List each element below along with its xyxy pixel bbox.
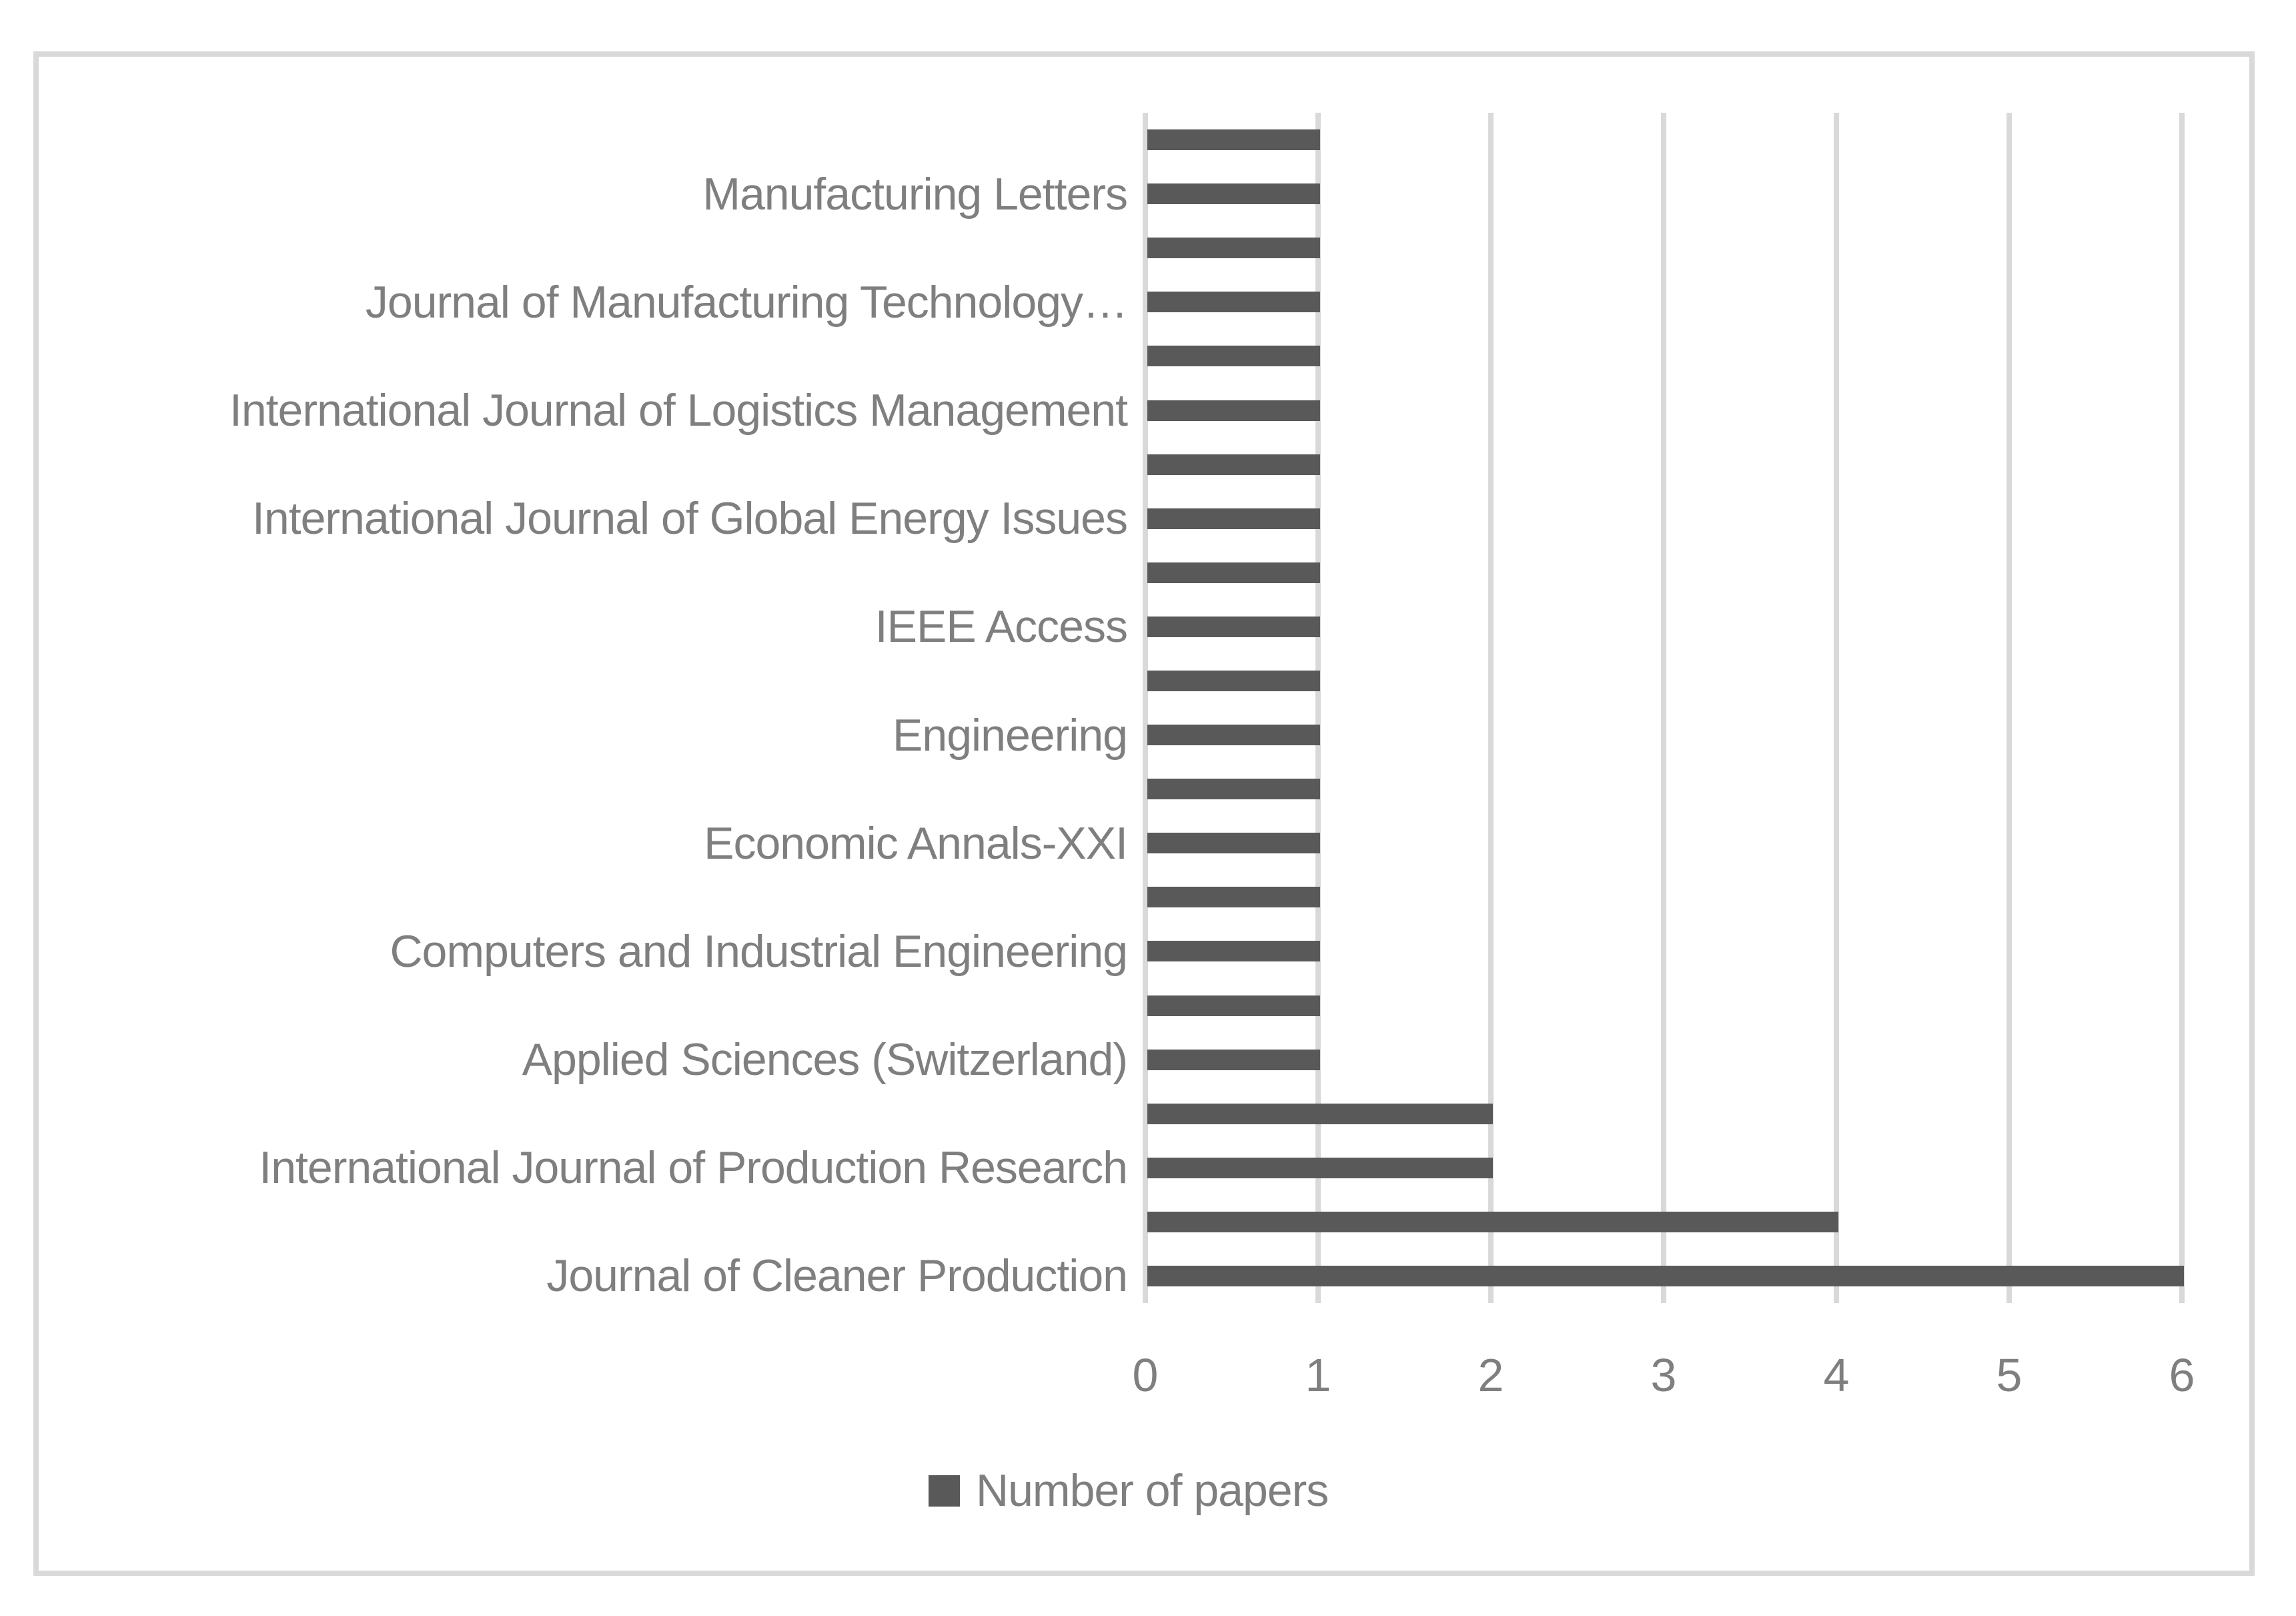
bar-international-journal-of-logistics-management [1147,400,1320,421]
bar-journal-of-manufacturing-technology [1147,292,1320,312]
chart-area-border [33,51,2255,1576]
bar-international-journal-of-production-research [1147,1158,1493,1178]
gridline-4 [1834,113,1839,1303]
category-label: Manufacturing Letters [702,169,1128,220]
category-label: Economic Annals-XXI [704,818,1128,869]
value-axis-tick-label: 1 [1305,1349,1331,1401]
bar-journal-of-cleaner-production [1147,1266,2184,1286]
bar-row-15 [1147,887,1320,907]
bar-applied-sciences-switzerland [1147,1050,1320,1070]
category-label: Engineering [893,710,1128,761]
value-axis-tick-label: 3 [1650,1349,1677,1401]
gridline-6 [2179,113,2185,1303]
bar-row-11 [1147,671,1320,691]
bar-row-9 [1147,562,1320,583]
legend-marker-icon [929,1475,960,1507]
value-axis-tick-label: 0 [1132,1349,1159,1401]
bar-international-journal-of-global-energy-issues [1147,508,1320,529]
bar-ieee-access [1147,617,1320,637]
category-label: Journal of Cleaner Production [546,1250,1128,1301]
bar-row-13 [1147,779,1320,799]
bar-row-7 [1147,454,1320,475]
gridline-0 [1143,113,1148,1303]
bar-row-19 [1147,1104,1493,1124]
bar-computers-and-industrial-engineering [1147,941,1320,961]
bar-row-5 [1147,346,1320,366]
value-axis-tick-label: 6 [2169,1349,2195,1401]
category-label: International Journal of Global Energy I… [251,493,1128,544]
bar-economic-annals-xxi [1147,833,1320,853]
legend: Number of papers [929,1464,1329,1517]
legend-label: Number of papers [976,1465,1329,1516]
category-label: Journal of Manufacturing Technology… [365,277,1128,328]
bar-row-17 [1147,995,1320,1016]
category-label: International Journal of Logistics Manag… [229,385,1128,436]
category-label: Computers and Industrial Engineering [390,926,1128,977]
gridline-3 [1661,113,1666,1303]
gridline-2 [1488,113,1494,1303]
value-axis-tick-label: 4 [1823,1349,1850,1401]
gridline-1 [1315,113,1321,1303]
value-axis-tick-label: 5 [1996,1349,2023,1401]
gridline-5 [2006,113,2012,1303]
bar-row-1 [1147,129,1320,150]
bar-row-3 [1147,238,1320,258]
bar-row-21 [1147,1212,1838,1232]
bar-engineering [1147,725,1320,745]
category-label: IEEE Access [875,601,1128,652]
bar-manufacturing-letters [1147,183,1320,204]
value-axis-tick-label: 2 [1478,1349,1504,1401]
category-label: Applied Sciences (Switzerland) [522,1034,1128,1085]
category-label: International Journal of Production Rese… [259,1142,1128,1193]
